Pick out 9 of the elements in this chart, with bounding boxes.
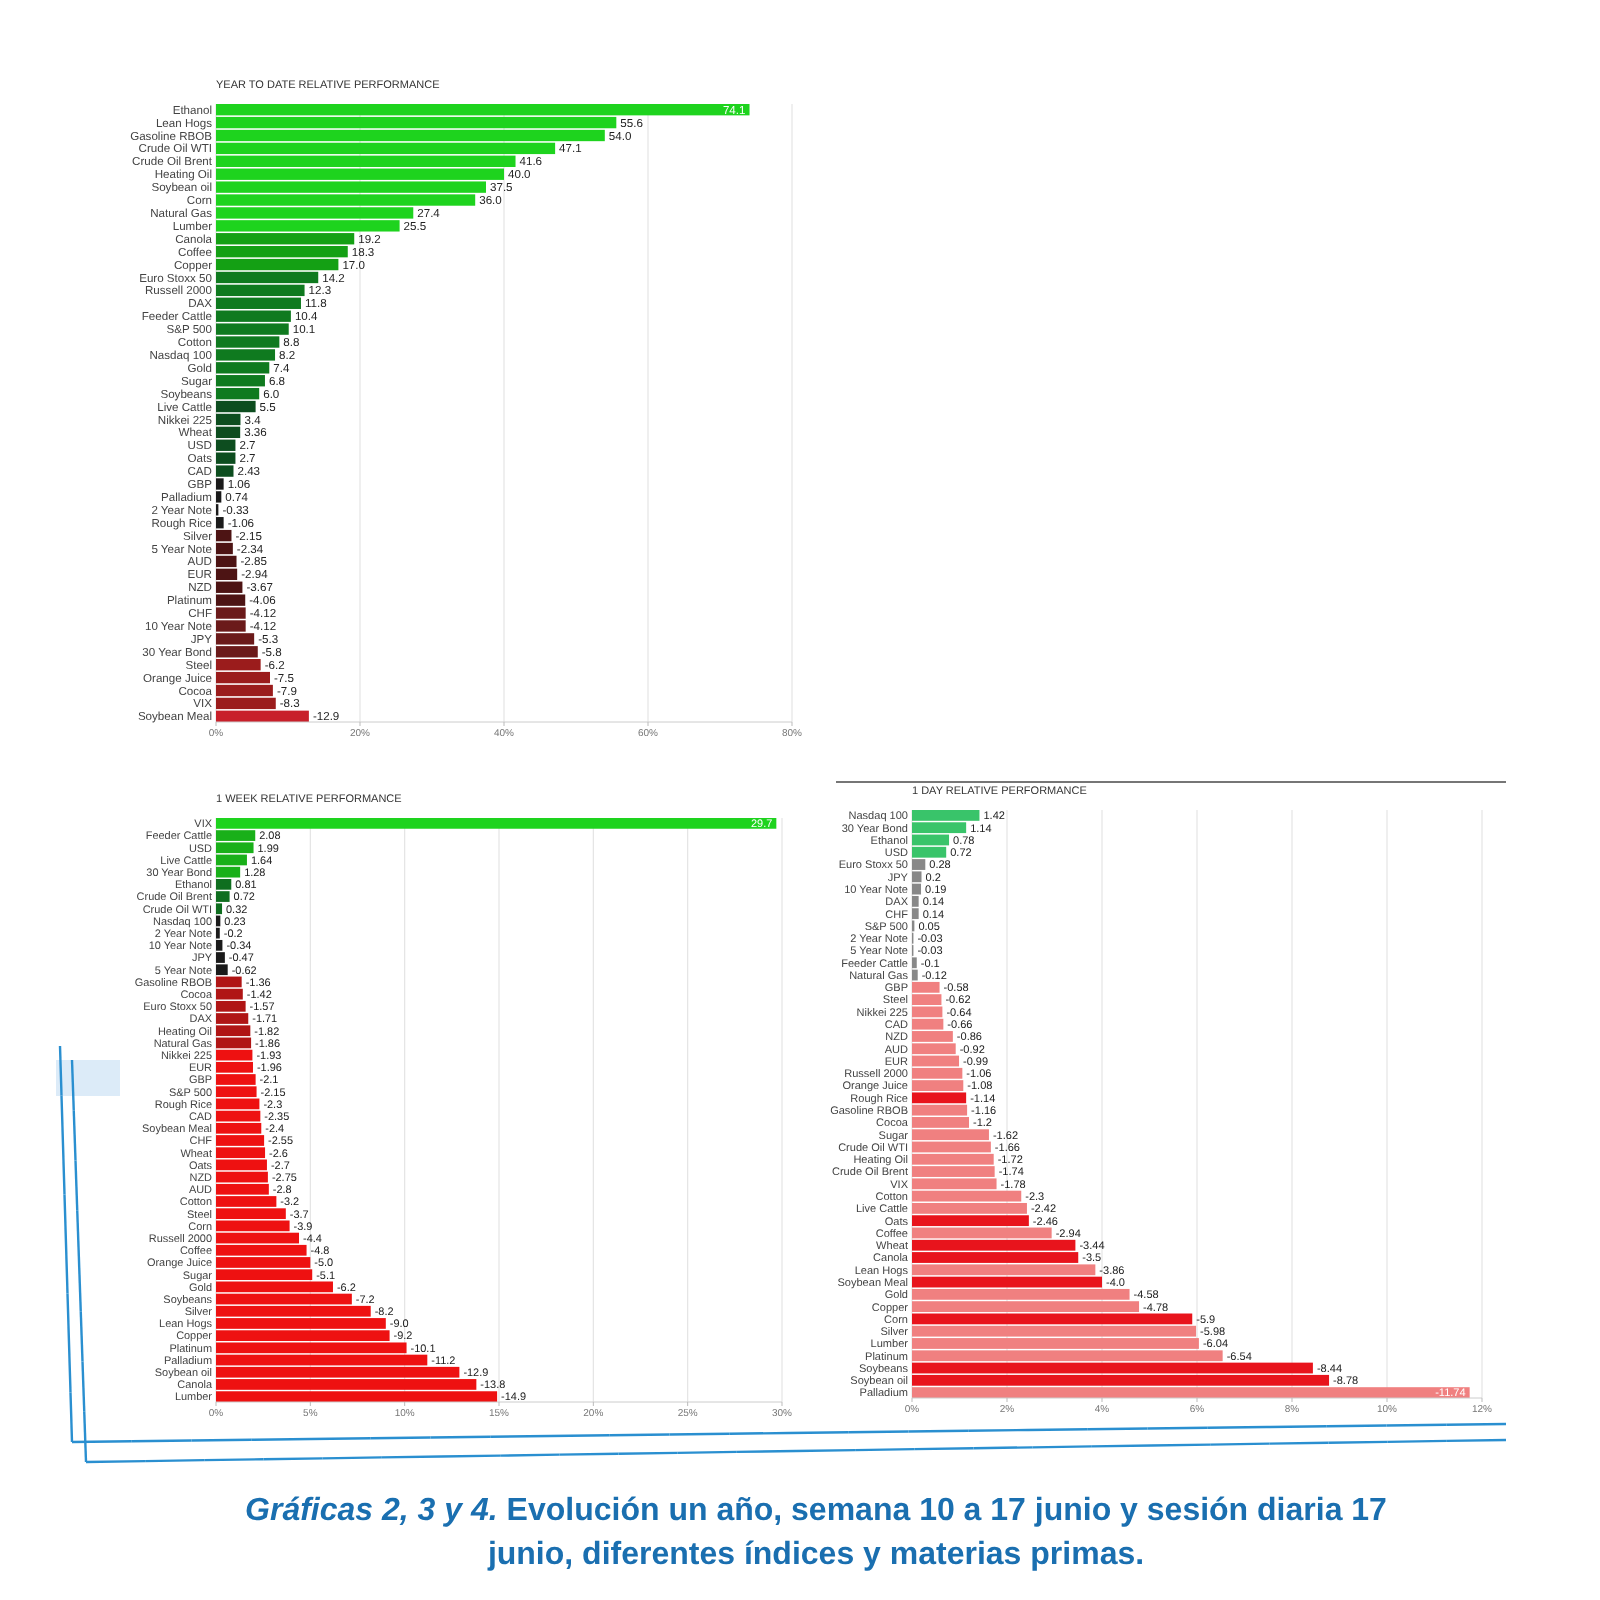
bar — [912, 1215, 1029, 1227]
bar — [912, 1092, 967, 1104]
bar — [912, 1264, 1096, 1276]
bar — [216, 818, 777, 829]
text: Gráficas 2, 3 y 4. — [245, 1494, 498, 1528]
bar — [912, 1387, 1470, 1398]
bar — [912, 1227, 1052, 1239]
bar — [912, 1313, 1193, 1325]
bar — [912, 1276, 1102, 1288]
